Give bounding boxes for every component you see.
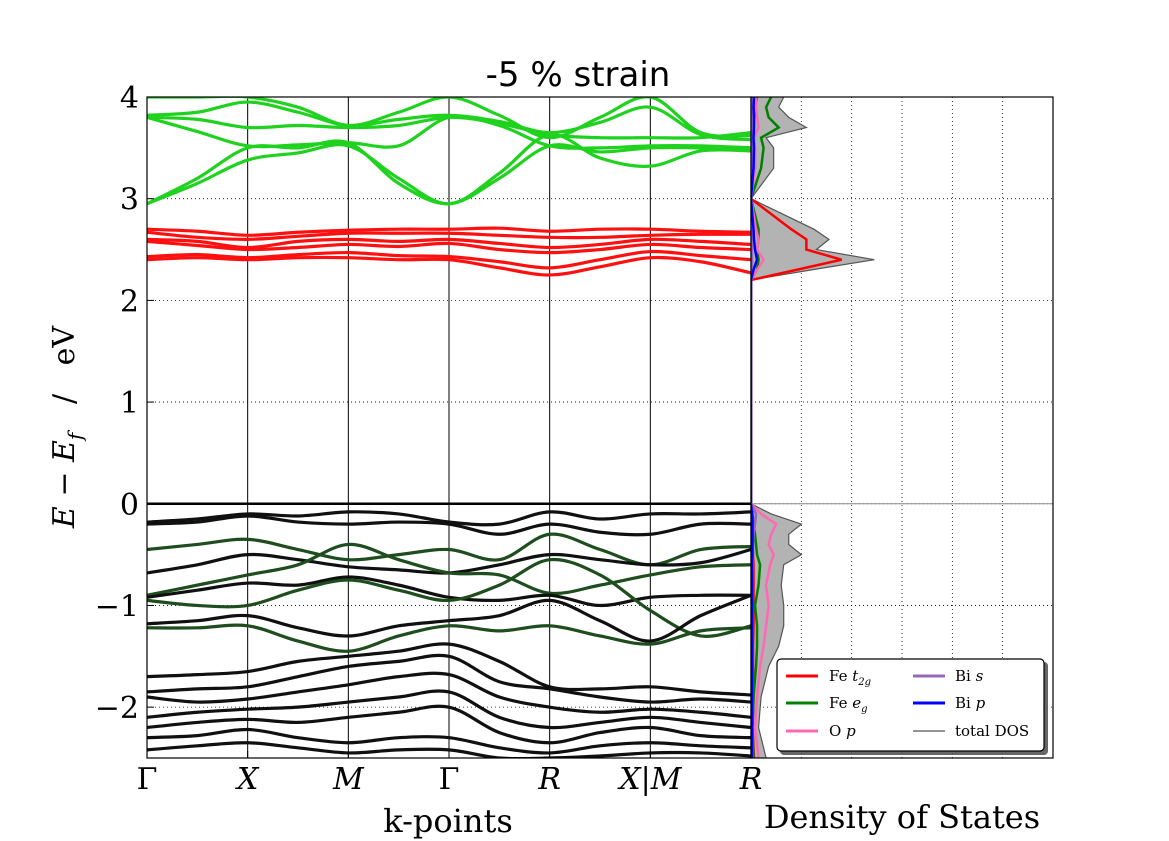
y-axis-ticks: −2 −1 0 1 2 3 4 (95, 81, 154, 726)
y-tick-label: 2 (120, 284, 139, 319)
y-tick-label: 1 (120, 386, 139, 421)
k-tick-label: R (739, 762, 763, 797)
band-line (147, 226, 751, 237)
band-line (147, 542, 751, 597)
k-point-lines (247, 97, 651, 758)
band-line (147, 653, 751, 704)
y-tick-label: −2 (95, 691, 139, 726)
y-tick-label: 4 (120, 81, 139, 116)
band-panel: −2 −1 0 1 2 3 4 Γ X M Γ R X|M R k-points E − Ef / eV (47, 81, 762, 840)
band-line (147, 689, 751, 730)
band-line (147, 727, 751, 755)
band-line (147, 249, 751, 270)
band-curves (147, 97, 751, 758)
svg-text:Bi s: Bi s (955, 667, 984, 685)
band-line (147, 230, 751, 241)
band-line (147, 255, 751, 277)
y-tick-label: 3 (120, 183, 139, 218)
legend-entry-bi-p: Bi p (913, 694, 986, 712)
band-line (147, 593, 751, 643)
k-point-ticks: Γ X M Γ R X|M R (137, 751, 763, 797)
k-tick-label: Γ (439, 762, 460, 797)
dos-curves (751, 97, 875, 758)
k-tick-label: M (332, 762, 365, 797)
k-tick-label: R (537, 762, 561, 797)
dos-axis-label: Density of States (764, 798, 1040, 836)
k-tick-label: Γ (137, 762, 158, 797)
band-line (147, 671, 751, 719)
band-line (147, 100, 751, 142)
band-line (147, 514, 751, 537)
band-line (147, 510, 751, 527)
legend-entry-bi-s: Bi s (913, 667, 984, 685)
x-axis-label: k-points (383, 802, 513, 840)
band-line (147, 642, 751, 697)
pdos-line (751, 97, 759, 758)
total-dos-line (751, 97, 875, 758)
svg-text:O p: O p (829, 722, 856, 740)
band-line (147, 557, 751, 638)
dos-axes-frame (750, 96, 1054, 759)
svg-text:Bi p: Bi p (955, 694, 986, 712)
legend-entry-fe-eg: Fe eg (786, 694, 868, 715)
band-line (147, 237, 751, 250)
band-line (147, 575, 751, 608)
band-line (147, 623, 751, 653)
y-tick-label: 0 (120, 488, 139, 523)
chart-title: -5 % strain (486, 55, 671, 95)
y-axis-label: E − Ef / eV (47, 325, 87, 530)
band-line (147, 114, 751, 150)
pdos-line (751, 97, 781, 758)
k-tick-label: X (235, 762, 260, 797)
svg-text:total DOS: total DOS (955, 722, 1029, 740)
legend-entry-total-dos: total DOS (913, 722, 1029, 740)
band-line (147, 704, 751, 745)
dos-panel: Density of States Fe t2g Fe eg O p Bi s (750, 96, 1054, 836)
y-tick-label: −1 (95, 589, 139, 624)
k-tick-label: X|M (617, 762, 682, 797)
band-line (147, 239, 751, 255)
legend-entry-o-p: O p (786, 722, 856, 740)
dos-legend: Fe t2g Fe eg O p Bi s Bi p total DOS (776, 658, 1048, 755)
svg-text:Fe eg: Fe eg (829, 694, 868, 715)
band-line (147, 133, 751, 206)
